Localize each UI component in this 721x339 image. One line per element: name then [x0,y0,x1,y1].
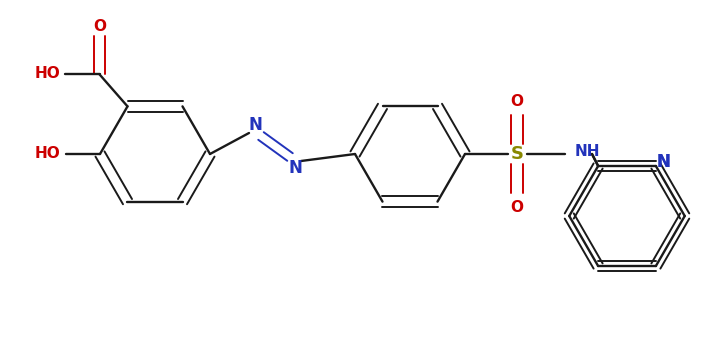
Text: NH: NH [575,144,601,160]
Text: N: N [288,159,302,177]
Text: O: O [510,94,523,108]
Text: N: N [657,153,671,171]
Text: S: S [510,145,523,163]
Text: N: N [248,116,262,134]
Text: HO: HO [35,66,61,81]
Text: N: N [657,153,671,171]
Text: O: O [510,199,523,215]
Text: O: O [93,19,106,34]
Text: HO: HO [35,146,61,161]
